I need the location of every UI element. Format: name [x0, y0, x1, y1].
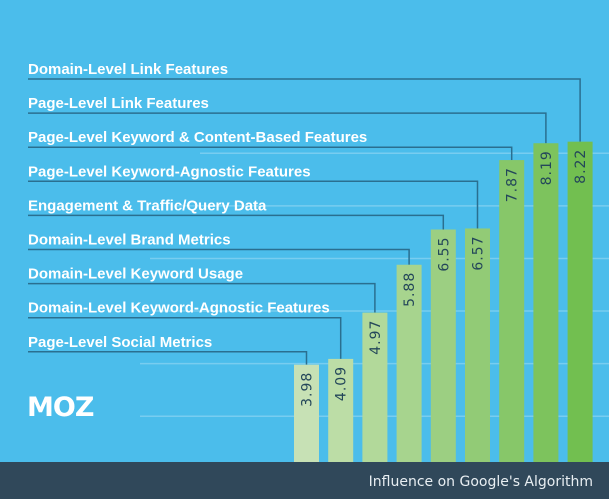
category-labels: Page-Level Social Metrics Domain-Level Ke… [28, 61, 367, 351]
bar [294, 364, 319, 462]
category-label: Domain-Level Keyword Usage [28, 266, 243, 283]
category-label: Engagement & Traffic/Query Data [28, 197, 267, 214]
bar-value-label: 8.19 [539, 150, 555, 185]
category-label: Domain-Level Brand Metrics [28, 232, 231, 249]
moz-logo: MOZ [27, 392, 94, 423]
bar [430, 229, 456, 462]
connector-line [28, 282, 376, 313]
x-axis-label: Influence on Google's Algorithm [369, 474, 593, 490]
bar-value-label: 4.09 [334, 366, 350, 401]
connector-line [28, 248, 410, 265]
bar [567, 141, 593, 462]
bar-value-label: 5.88 [402, 272, 418, 307]
bar-value-label: 8.22 [573, 149, 589, 184]
bars: 3.98 4.09 4.97 5.88 6.55 6.57 7.87 8.19 8.22 [294, 141, 593, 463]
bar [396, 264, 422, 462]
connector-line [28, 112, 547, 144]
bar-value-label: 7.87 [505, 167, 521, 202]
bar-value-label: 6.55 [436, 237, 452, 272]
bar-value-label: 4.97 [368, 320, 384, 355]
bar [533, 143, 559, 462]
footer-bar [0, 462, 609, 499]
category-label: Domain-Level Link Features [28, 61, 228, 78]
category-label: Page-Level Keyword-Agnostic Features [28, 163, 311, 180]
connector-line [28, 214, 445, 230]
bar [362, 312, 388, 462]
connector-line [28, 78, 581, 142]
connectors [28, 78, 581, 365]
category-label: Page-Level Keyword & Content-Based Featu… [28, 129, 367, 146]
connector-line [28, 316, 342, 359]
gridlines [140, 152, 609, 417]
bar [328, 358, 354, 462]
bar [499, 160, 525, 463]
bar-value-label: 3.98 [300, 372, 316, 407]
category-label: Page-Level Link Features [28, 95, 209, 112]
category-label: Domain-Level Keyword-Agnostic Features [28, 300, 330, 317]
connector-line [28, 146, 513, 161]
category-label: Page-Level Social Metrics [28, 334, 212, 351]
bar-value-label: 6.57 [471, 235, 487, 270]
connector-line [28, 351, 308, 365]
connector-line [28, 180, 479, 229]
bar [465, 228, 490, 462]
